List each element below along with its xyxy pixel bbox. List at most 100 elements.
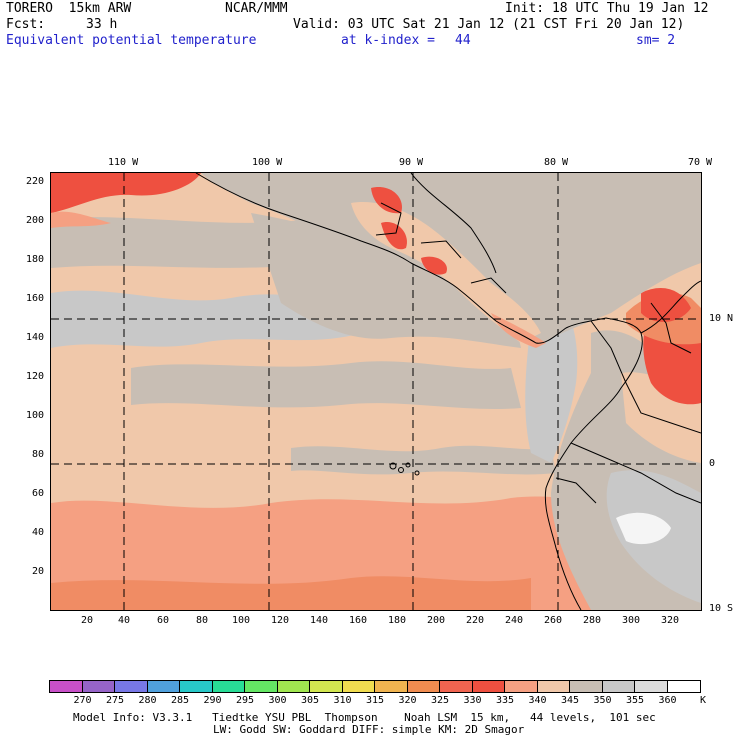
colorbar-label: 335 <box>495 695 515 706</box>
country-border <box>420 240 462 259</box>
colorbar-swatch <box>244 680 279 693</box>
colorbar-label: 300 <box>268 695 287 706</box>
colorbar-swatch <box>81 680 116 693</box>
lat-label: 0 <box>709 458 716 469</box>
map-panel <box>50 172 702 611</box>
lat-label: 10 N <box>709 313 734 324</box>
grid-x-label: 200 <box>427 615 446 626</box>
map-field <box>51 173 701 610</box>
grid-y-label: 180 <box>25 254 44 265</box>
grid-y-label: 120 <box>25 371 44 382</box>
organization: NCAR/MMM <box>225 1 288 16</box>
island <box>389 462 397 470</box>
red-region <box>51 173 201 213</box>
colorbar-label: 355 <box>625 695 645 706</box>
salmon-region <box>51 211 111 228</box>
red-region <box>371 187 402 214</box>
colorbar-label: 295 <box>235 695 255 706</box>
grid-x-label: 40 <box>118 615 131 626</box>
grid-y-label: 100 <box>25 410 44 421</box>
colorbar-label: 310 <box>333 695 352 706</box>
colorbar-label: 345 <box>560 695 580 706</box>
grid-x-label: 120 <box>271 615 290 626</box>
grid-x-label: 320 <box>661 615 680 626</box>
graticule <box>51 173 701 610</box>
colorbar-swatch <box>309 680 344 693</box>
red-region <box>381 222 407 250</box>
caribbean-coastline <box>410 173 497 274</box>
physics-info: LW: Godd SW: Goddard DIFF: simple KM: 2D… <box>213 723 525 736</box>
colorbar-swatch <box>49 680 84 693</box>
grid-x-label: 280 <box>583 615 602 626</box>
grid-y-label: 20 <box>31 566 44 577</box>
grid-y-label: 160 <box>25 293 44 304</box>
grid-y-label: 140 <box>25 332 44 343</box>
grid-x-label: 100 <box>232 615 251 626</box>
lon-label: 100 W <box>252 157 283 168</box>
grid-y-label: 40 <box>31 527 44 538</box>
grid-x-label: 180 <box>388 615 407 626</box>
grid-y-label: 200 <box>25 215 44 226</box>
colorbar-swatch <box>666 680 701 693</box>
grid-x-label: 140 <box>310 615 329 626</box>
colorbar-swatch <box>439 680 474 693</box>
grid-y-label: 60 <box>31 488 44 499</box>
colorbar-swatch <box>114 680 149 693</box>
grid-x-label: 20 <box>81 615 94 626</box>
colorbar-swatch <box>471 680 506 693</box>
grid-x-label: 60 <box>157 615 170 626</box>
colorbar-swatch <box>536 680 571 693</box>
country-border <box>470 277 507 294</box>
colorbar-unit: K <box>699 695 707 706</box>
grid-x-label: 220 <box>466 615 485 626</box>
lon-label: 80 W <box>544 157 569 168</box>
gray-band <box>51 290 361 348</box>
tan-band <box>291 445 556 475</box>
colorbar-label: 315 <box>365 695 385 706</box>
country-border <box>555 477 597 504</box>
lon-label: 90 W <box>399 157 424 168</box>
country-border <box>650 302 692 354</box>
colorbar-label: 320 <box>398 695 417 706</box>
init-time: Init: 18 UTC Thu 19 Jan 12 <box>505 1 709 16</box>
lon-label: 70 W <box>688 157 713 168</box>
coastlines <box>195 173 701 610</box>
colorbar-swatch <box>341 680 376 693</box>
colorbar-label: 325 <box>430 695 450 706</box>
grid-y-label: 220 <box>25 176 44 187</box>
colorbar-swatch <box>406 680 441 693</box>
model-info: Model Info: V3.3.1 Tiedtke YSU PBL Thomp… <box>73 711 656 724</box>
grid-x-label: 260 <box>544 615 563 626</box>
tan-band <box>131 361 521 410</box>
model-name: TORERO 15km ARW <box>6 1 132 16</box>
colorbar-swatch <box>569 680 604 693</box>
lat-label: 10 S <box>709 603 734 614</box>
colorbar-swatch <box>146 680 181 693</box>
colorbar-label: 305 <box>300 695 320 706</box>
k-index-value: 44 <box>455 33 471 48</box>
orange-region <box>51 576 531 610</box>
colorbar-swatch <box>211 680 246 693</box>
grid-y-label: 80 <box>31 449 44 460</box>
country-border <box>375 202 402 236</box>
pacific-coastline <box>195 173 643 610</box>
island <box>414 470 420 476</box>
colorbar-label: 270 <box>73 695 92 706</box>
colorbar-label: 285 <box>170 695 190 706</box>
field-name: Equivalent potential temperature <box>6 33 257 48</box>
island <box>398 467 404 473</box>
tan-band <box>251 213 521 348</box>
colorbar-swatch <box>601 680 636 693</box>
colorbar-label: 280 <box>138 695 157 706</box>
caribbean-coastline <box>640 280 701 334</box>
colorbar-swatch <box>504 680 539 693</box>
colorbar-swatch <box>179 680 214 693</box>
red-region <box>421 256 447 275</box>
country-border <box>570 442 701 504</box>
colorbar-label: 330 <box>463 695 482 706</box>
land-white-region <box>616 512 671 545</box>
grid-x-label: 80 <box>196 615 209 626</box>
colorbar-label: 360 <box>658 695 677 706</box>
colorbar-label: 290 <box>203 695 222 706</box>
colorbar-label: 340 <box>528 695 547 706</box>
